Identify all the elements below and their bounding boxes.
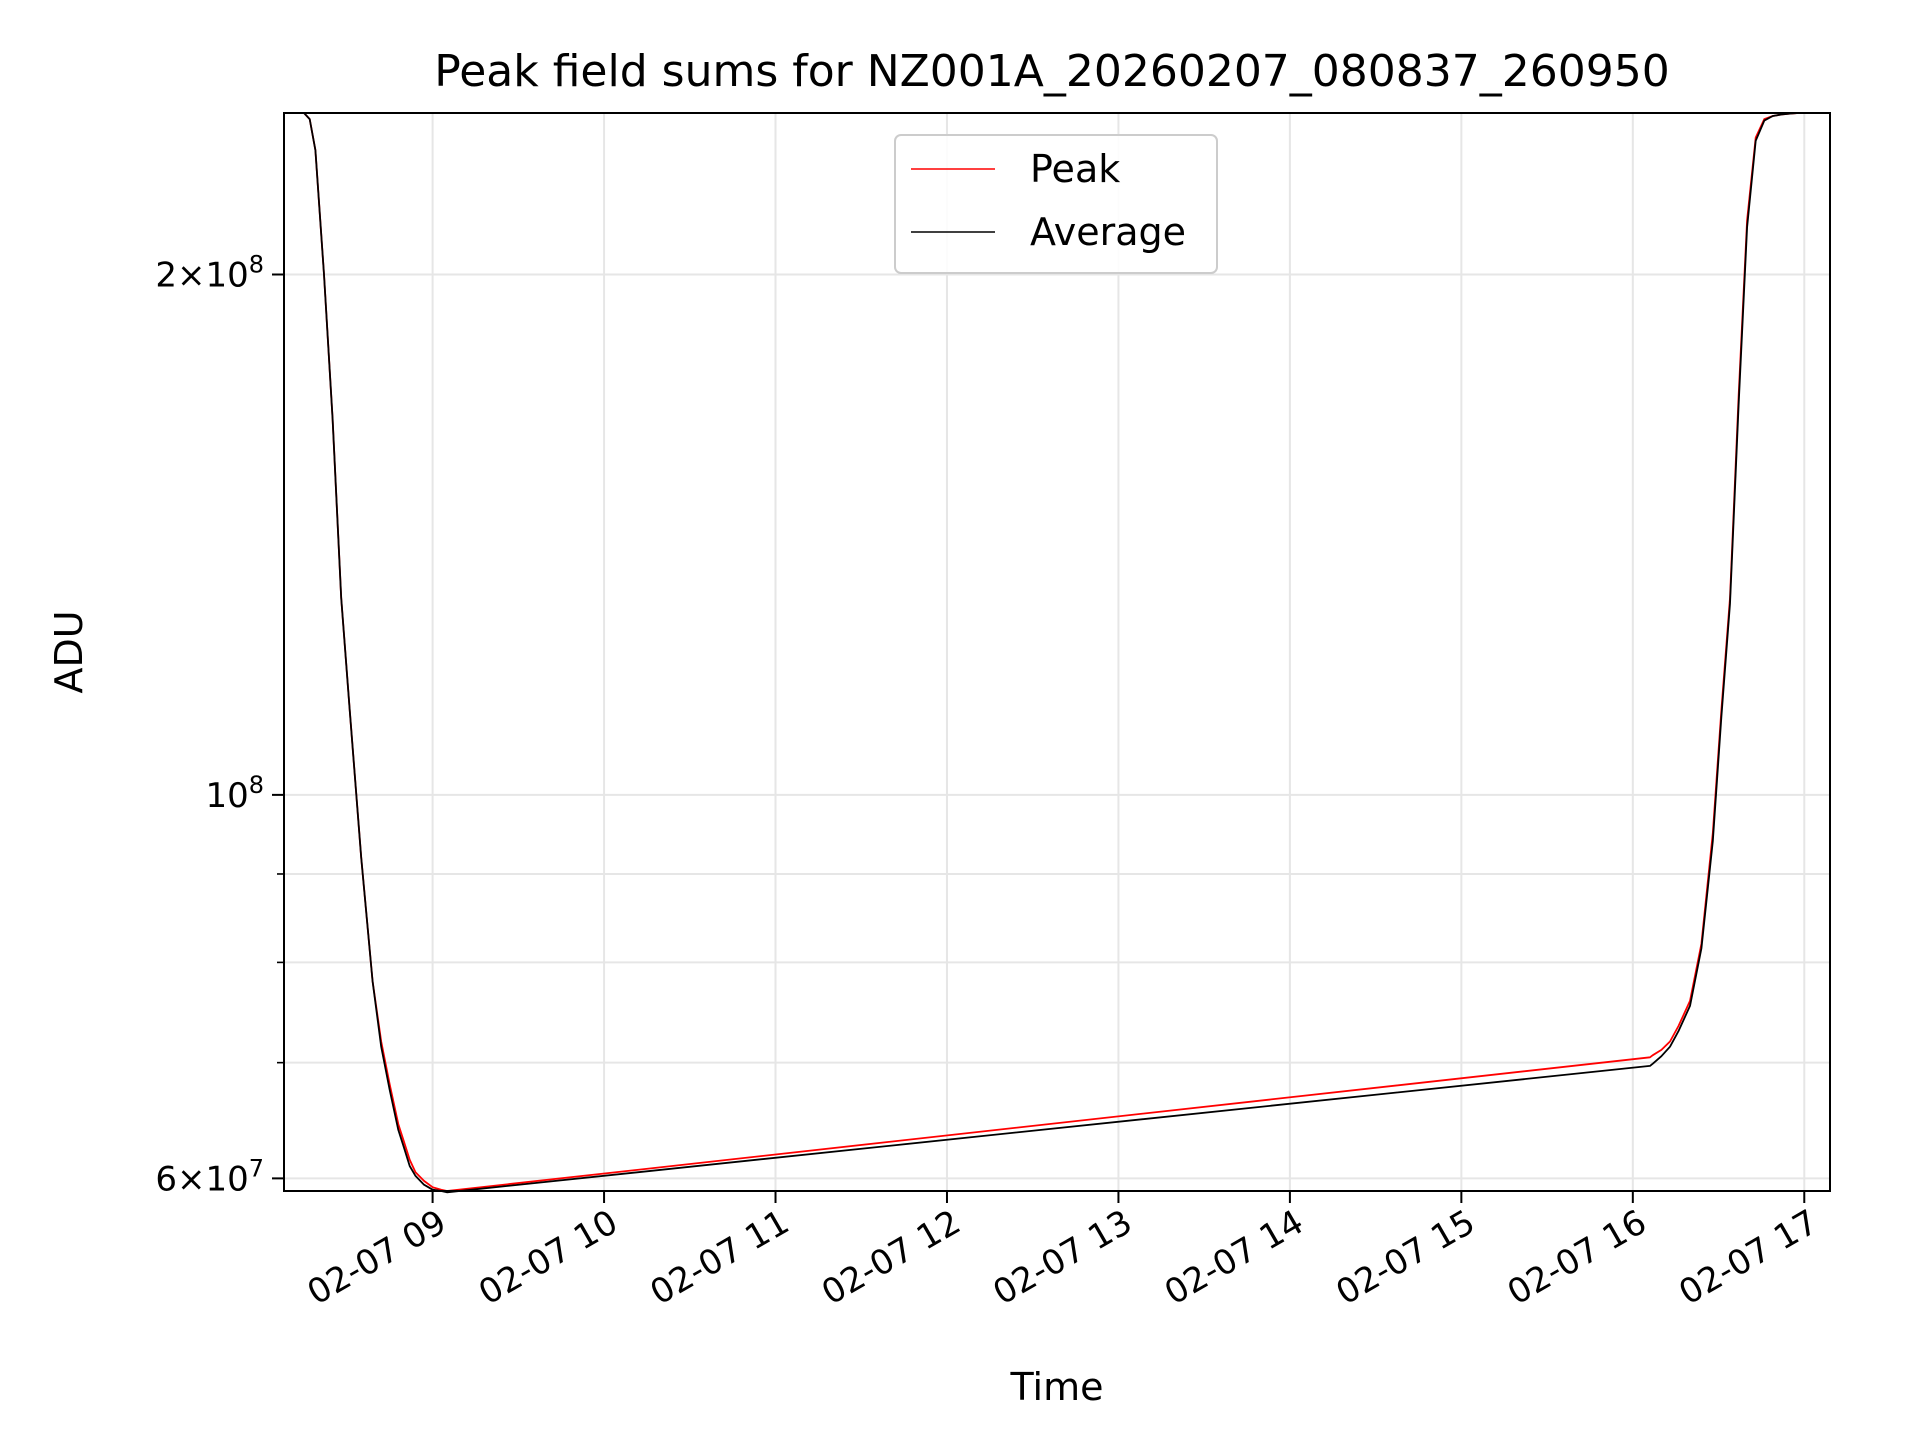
legend-label-average: Average [1030,210,1186,254]
legend: Peak Average [894,134,1218,274]
series-line-average [284,112,1830,1194]
y-tick-label: 6×107 [155,1154,264,1199]
y-tick-label: 108 [205,771,264,816]
legend-label-peak: Peak [1030,147,1120,191]
y-axis-label: ADU [47,610,91,693]
x-axis-label: Time [1010,1365,1104,1409]
y-tick-label: 2×108 [155,250,264,295]
grid [284,113,1830,1191]
chart-title: Peak field sums for NZ001A_20260207_0808… [434,46,1669,97]
y-axis: 2×108 108 6×107 [155,250,284,1199]
plot-frame [283,112,1831,1192]
